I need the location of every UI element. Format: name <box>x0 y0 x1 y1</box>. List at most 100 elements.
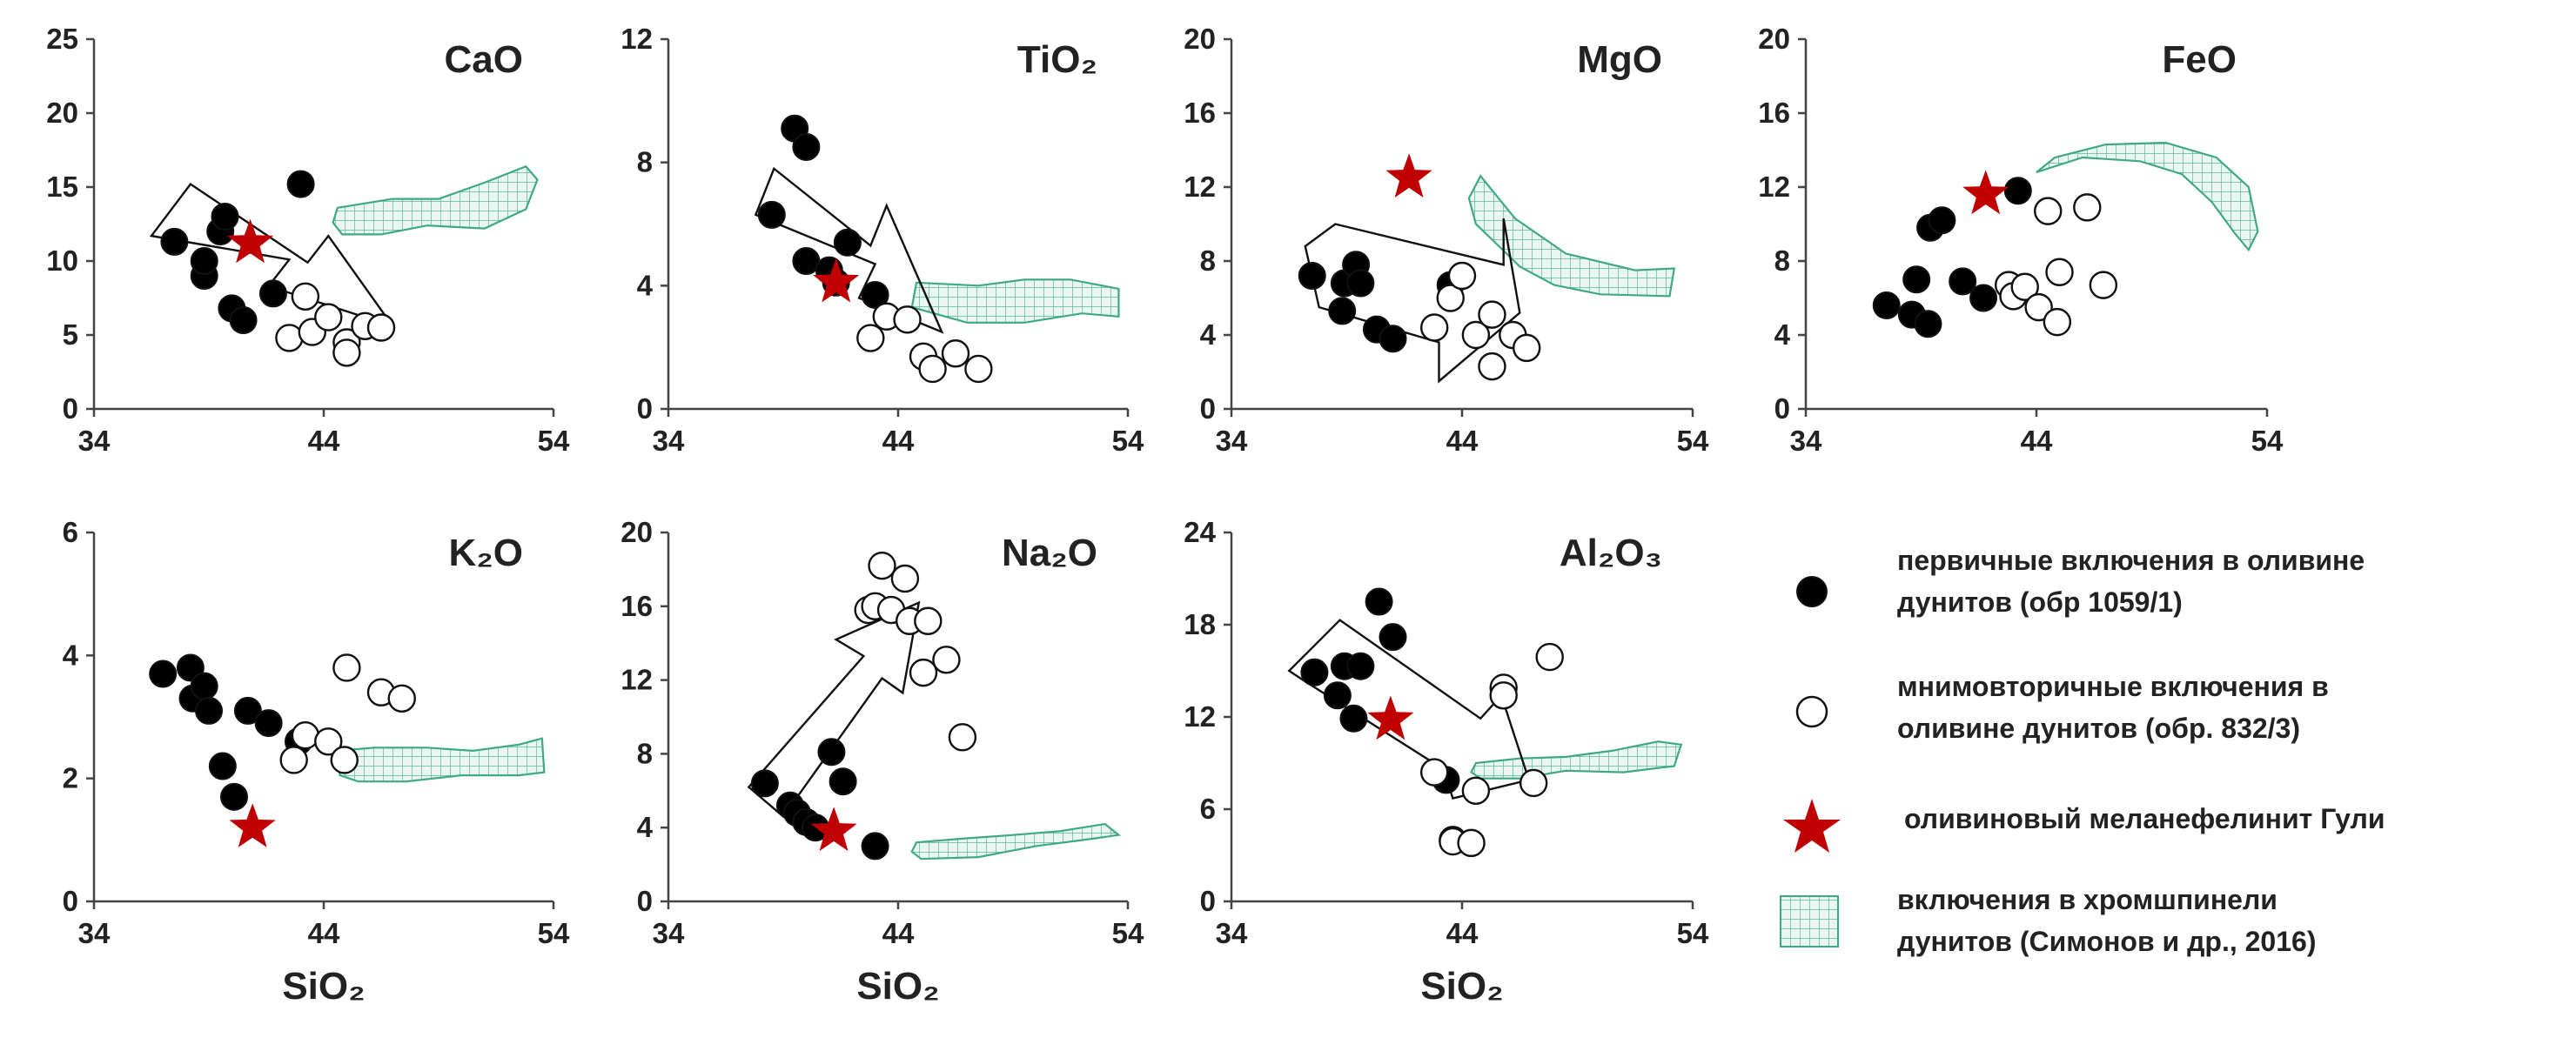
x-tick-label: 54 <box>538 917 570 949</box>
secondary-point <box>893 305 922 334</box>
y-tick-label: 4 <box>1200 318 1217 351</box>
secondary-point <box>1457 828 1486 858</box>
primary-point <box>861 832 889 860</box>
primary-point <box>1872 291 1901 319</box>
secondary-point <box>291 721 320 750</box>
y-tick-label: 0 <box>1200 392 1216 425</box>
secondary-point <box>890 564 920 593</box>
star-point <box>810 807 857 852</box>
field-area <box>2036 141 2259 252</box>
primary-point <box>176 653 205 682</box>
panel-na2o: 0 4 8 12 16 20 34 44 54 Na₂O SiO₂ <box>621 516 1144 1008</box>
field-area <box>336 737 546 783</box>
star-point <box>226 218 274 264</box>
y-tick-label: 6 <box>1200 793 1216 825</box>
panel-title: FeO <box>2162 38 2237 81</box>
secondary-point <box>1512 333 1541 363</box>
y-tick-label: 0 <box>63 885 78 917</box>
legend-secondary-line-1: мнимовторичные включения в <box>1897 671 2329 702</box>
y-tick-label: 0 <box>63 392 78 425</box>
y-tick-label: 8 <box>637 146 653 178</box>
panel-title: K₂O <box>448 532 523 574</box>
field-area <box>1467 174 1676 298</box>
x-tick-label: 54 <box>1112 425 1144 457</box>
y-tick-label: 15 <box>46 171 78 203</box>
x-tick-label: 34 <box>1790 425 1822 457</box>
y-tick-label: 18 <box>1184 608 1216 640</box>
x-axis-label: SiO₂ <box>856 965 939 1008</box>
legend-primary-line-2: дунитов (обр 1059/1) <box>1897 586 2183 618</box>
y-tick-label: 4 <box>637 269 654 301</box>
panel-title: MgO <box>1577 38 1662 81</box>
secondary-point <box>2073 193 2102 222</box>
x-tick-label: 34 <box>1216 917 1248 949</box>
field-area <box>1470 740 1683 780</box>
panel-feo: 0 4 8 12 16 20 34 44 54 FeO <box>1758 23 2284 457</box>
x-tick-label: 54 <box>2251 425 2284 457</box>
primary-point <box>792 132 821 161</box>
primary-point <box>286 170 315 198</box>
secondary-point <box>941 339 970 368</box>
y-tick-label: 12 <box>621 664 653 696</box>
primary-point <box>1300 658 1329 686</box>
primary-point <box>1914 310 1942 338</box>
secondary-point <box>2043 307 2072 337</box>
y-tick-label: 8 <box>1200 244 1216 277</box>
panel-cao: 0 5 10 15 20 25 34 44 54 CaO <box>46 23 570 457</box>
primary-point <box>1365 587 1393 616</box>
y-tick-label: 20 <box>1184 23 1216 55</box>
primary-point <box>1346 652 1375 680</box>
secondary-point <box>918 354 947 384</box>
y-tick-label: 12 <box>1184 171 1216 203</box>
secondary-point <box>909 658 938 687</box>
panel-tio2: 0 4 8 12 34 44 54 TiO₂ <box>621 23 1144 457</box>
secondary-point <box>332 338 361 367</box>
x-tick-label: 44 <box>1446 917 1479 949</box>
legend-secondary-marker <box>1795 695 1828 728</box>
secondary-point <box>856 324 885 352</box>
primary-point <box>1379 325 1407 353</box>
primary-point <box>750 769 779 798</box>
primary-point <box>211 203 239 231</box>
secondary-point <box>1461 776 1491 805</box>
y-tick-label: 12 <box>1184 700 1216 733</box>
secondary-point <box>1419 758 1449 787</box>
primary-point <box>160 227 189 256</box>
legend-field-line-2: дунитов (Симонов и др., 2016) <box>1897 926 2316 957</box>
primary-point <box>1928 206 1956 235</box>
y-tick-label: 5 <box>63 318 78 351</box>
primary-point <box>757 200 786 229</box>
primary-point <box>833 228 862 257</box>
y-tick-label: 0 <box>637 885 653 917</box>
x-tick-label: 44 <box>882 917 915 949</box>
trend-arrow <box>747 600 921 819</box>
x-tick-label: 44 <box>2021 425 2053 457</box>
secondary-point <box>1447 261 1477 291</box>
panel-title: Al₂O₃ <box>1560 532 1662 574</box>
star-point <box>1962 170 2009 215</box>
primary-point <box>195 696 223 725</box>
secondary-point <box>1419 313 1449 342</box>
y-tick-label: 16 <box>1758 97 1790 129</box>
y-tick-label: 10 <box>46 244 78 277</box>
y-tick-label: 8 <box>1774 244 1790 277</box>
y-tick-label: 4 <box>637 811 654 843</box>
legend-star-line-1: оливиновый меланефелинит Гули <box>1904 803 2385 834</box>
primary-point <box>817 738 846 767</box>
star-point <box>229 803 276 847</box>
secondary-point <box>387 684 416 713</box>
y-tick-label: 25 <box>46 23 78 55</box>
x-tick-label: 34 <box>78 425 111 457</box>
y-tick-label: 8 <box>637 737 653 769</box>
secondary-point <box>1436 284 1465 312</box>
field-area <box>332 164 539 236</box>
y-tick-label: 12 <box>621 23 653 55</box>
primary-point <box>220 782 249 811</box>
primary-point <box>1969 284 1998 312</box>
primary-point <box>149 660 178 688</box>
secondary-point <box>914 606 943 635</box>
primary-point <box>1949 267 1977 296</box>
x-tick-label: 34 <box>653 917 685 949</box>
secondary-point <box>2010 272 2039 301</box>
primary-point <box>190 247 218 275</box>
